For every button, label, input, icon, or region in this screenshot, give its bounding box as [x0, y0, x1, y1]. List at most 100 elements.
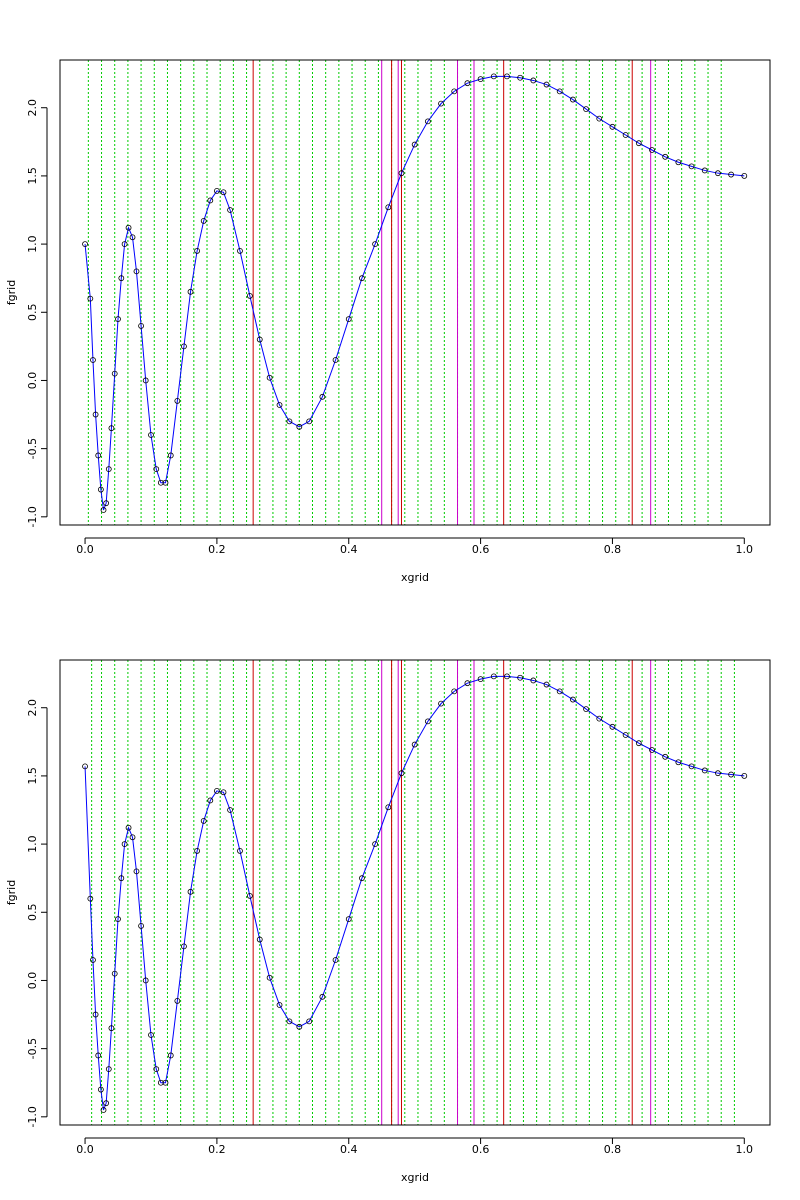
point	[530, 677, 537, 684]
panel: 0.0 0.2 0.4 0.6 0.8 1.0 xgrid -1.0 -0.5 0.0 0.5 1.0…	[5, 59, 771, 584]
point	[635, 740, 642, 747]
point	[332, 957, 339, 963]
point	[701, 167, 708, 174]
point	[688, 763, 695, 770]
x-tick-label: 0.2	[208, 543, 226, 556]
point	[103, 500, 110, 507]
point	[111, 970, 118, 977]
point	[200, 818, 207, 824]
point	[194, 248, 201, 254]
point	[543, 81, 550, 88]
point	[319, 993, 326, 1000]
point	[256, 336, 263, 343]
point	[207, 797, 214, 804]
point	[111, 370, 118, 377]
x-tick-label: 0.0	[76, 543, 94, 556]
point	[82, 763, 88, 770]
point	[194, 848, 201, 854]
point	[662, 153, 669, 160]
point	[556, 688, 563, 695]
point	[153, 466, 160, 472]
point	[82, 241, 88, 247]
point	[306, 1018, 313, 1025]
y-tick-label: -0.5	[26, 438, 39, 459]
point	[728, 771, 735, 778]
panel: 0.0 0.2 0.4 0.6 0.8 1.0 xgrid -1.0 -0.5 0.0 0.5 1.0…	[5, 659, 771, 1184]
point	[517, 674, 524, 681]
point	[596, 715, 603, 722]
point	[162, 1079, 169, 1086]
point	[477, 76, 484, 82]
point	[622, 132, 629, 138]
point	[92, 1011, 99, 1018]
point	[701, 767, 708, 774]
y-tick-label: 1.5	[26, 767, 39, 785]
point	[741, 773, 748, 779]
point	[256, 936, 263, 943]
point	[115, 916, 121, 922]
x-tick-label: 1.0	[736, 1143, 754, 1156]
point	[100, 1107, 107, 1113]
point	[266, 974, 273, 981]
point	[504, 73, 510, 80]
point	[97, 486, 104, 493]
point	[129, 234, 136, 241]
point	[345, 916, 352, 922]
y-tick-label: -1.0	[26, 506, 39, 527]
x-tick-label: 0.8	[604, 1143, 622, 1156]
point	[118, 875, 125, 882]
y-tick-label: 1.0	[26, 235, 39, 253]
point	[306, 418, 313, 425]
x-tick-label: 0.4	[340, 543, 358, 556]
y-tick-label: 1.5	[26, 167, 39, 185]
point	[675, 759, 682, 766]
point	[385, 204, 392, 211]
point	[87, 895, 94, 902]
point	[438, 700, 444, 707]
point	[296, 1023, 303, 1030]
point	[105, 466, 112, 472]
point	[200, 218, 207, 224]
point	[153, 1066, 160, 1072]
point	[142, 377, 149, 384]
point	[490, 673, 497, 680]
x-tick-label: 0.6	[472, 543, 490, 556]
point	[715, 770, 721, 777]
point	[398, 770, 405, 777]
point	[174, 398, 181, 404]
plot-area	[82, 660, 748, 1125]
plot-frame	[59, 59, 771, 526]
point	[385, 804, 392, 811]
point	[115, 316, 121, 322]
point	[125, 824, 132, 831]
point	[167, 1052, 174, 1059]
point	[569, 96, 576, 103]
x-tick-label: 0.0	[76, 1143, 94, 1156]
point	[95, 452, 102, 459]
y-axis-label: fgrid	[5, 280, 18, 305]
point	[187, 888, 194, 895]
point	[121, 841, 128, 847]
point	[372, 241, 379, 247]
y-tick-label: 0.0	[26, 372, 39, 390]
point	[237, 248, 243, 254]
point	[227, 807, 233, 813]
point	[125, 224, 132, 231]
point	[596, 115, 603, 122]
point	[138, 323, 144, 329]
point	[464, 80, 471, 87]
x-tick-label: 1.0	[736, 543, 754, 556]
point	[220, 789, 227, 796]
point	[108, 425, 115, 432]
point	[142, 977, 149, 984]
plot-frame	[59, 659, 771, 1126]
point	[100, 507, 107, 513]
point	[504, 673, 510, 680]
point	[276, 1002, 283, 1008]
point	[90, 957, 96, 963]
y-tick-label: -0.5	[26, 1038, 39, 1059]
point	[649, 747, 655, 753]
point	[129, 834, 136, 841]
point	[583, 106, 589, 112]
